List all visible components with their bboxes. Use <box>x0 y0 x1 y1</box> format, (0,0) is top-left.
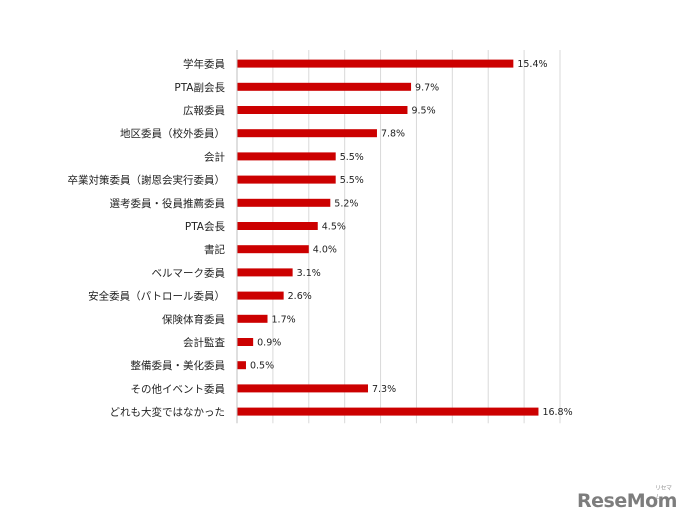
bar <box>237 152 336 161</box>
category-label: どれも大変ではなかった <box>110 406 226 419</box>
data-label: 0.9% <box>257 338 281 349</box>
bar <box>237 106 408 114</box>
value-labels: 15.4% 9.7% 9.5% 7.8% 5.5% 5.5% 5.2% 4.5% 4.0% 3.1… <box>250 59 573 418</box>
resemom-logo: ReseMom リセマム <box>577 485 677 512</box>
data-label: 16.8% <box>542 407 572 418</box>
bar <box>237 222 318 230</box>
category-label: 地区委員（校外委員） <box>120 127 225 140</box>
category-label: 選考委員・役員推薦委員 <box>110 197 226 210</box>
category-label: PTA会長 <box>185 220 226 233</box>
category-label: 会計監査 <box>183 336 225 349</box>
bar <box>237 314 268 323</box>
data-label: 15.4% <box>517 59 547 70</box>
bar <box>237 175 336 184</box>
category-label: 安全委員（パトロール委員） <box>88 290 225 303</box>
category-label: 卒業対策委員（謝恩会実行委員） <box>68 174 226 187</box>
bar <box>237 268 293 277</box>
data-label: 7.3% <box>372 384 396 395</box>
data-label: 5.5% <box>340 152 364 163</box>
bar <box>237 245 309 254</box>
data-label: 1.7% <box>272 314 296 325</box>
bar <box>237 198 331 207</box>
data-label: 3.1% <box>297 268 321 279</box>
bar <box>237 384 368 393</box>
data-label: 9.7% <box>415 82 439 93</box>
data-label: 4.0% <box>313 245 337 256</box>
category-label: その他イベント委員 <box>131 382 226 395</box>
category-label: 整備委員・美化委員 <box>131 359 226 372</box>
bar <box>237 291 284 300</box>
data-label: 7.8% <box>381 129 405 140</box>
logo-tag: リセマム <box>655 485 672 501</box>
bar <box>237 407 539 416</box>
bar <box>237 82 412 91</box>
data-label: 0.5% <box>250 361 274 372</box>
data-label: 4.5% <box>322 222 346 233</box>
bars-group <box>237 59 539 416</box>
bar <box>237 338 254 346</box>
bar <box>237 129 377 138</box>
category-label: 広報委員 <box>183 104 225 117</box>
logo-text: ReseMom <box>577 490 677 512</box>
category-label: 会計 <box>204 150 225 163</box>
category-label: 学年委員 <box>183 58 225 71</box>
data-label: 2.6% <box>288 291 312 302</box>
data-label: 5.2% <box>334 198 358 209</box>
category-label: ベルマーク委員 <box>152 266 226 279</box>
category-label: 書記 <box>204 243 225 256</box>
category-label: 保険体育委員 <box>162 313 225 326</box>
data-label: 9.5% <box>411 106 435 117</box>
bar <box>237 59 514 68</box>
bar <box>237 361 246 370</box>
data-label: 5.5% <box>340 175 364 186</box>
category-label: PTA副会長 <box>174 81 225 94</box>
